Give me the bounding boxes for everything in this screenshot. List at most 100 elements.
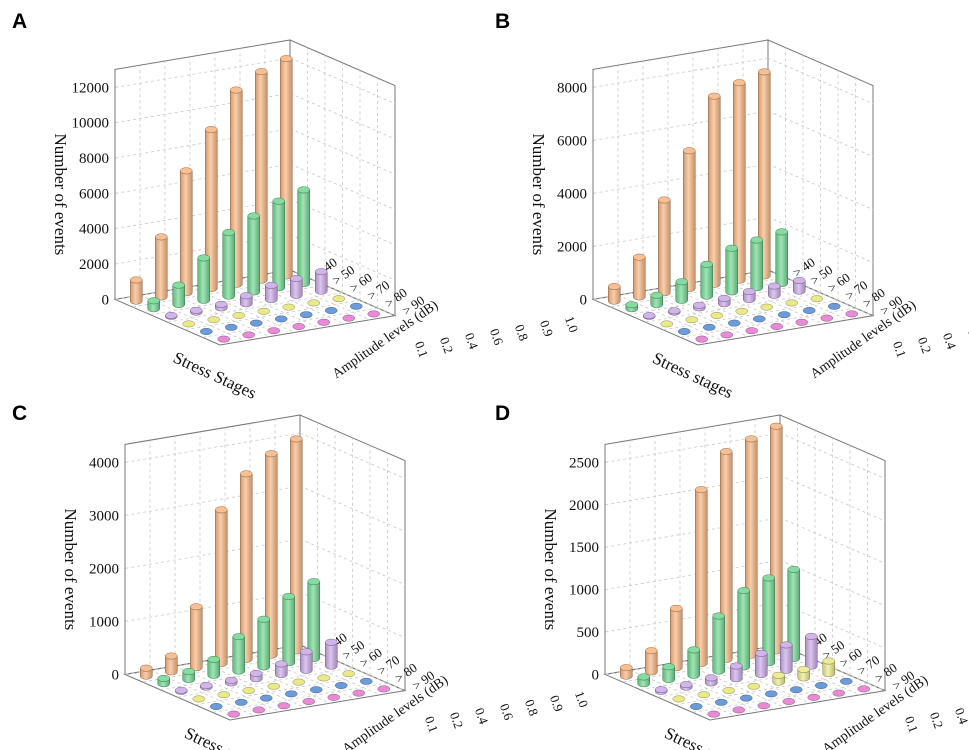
bar-cap [745,327,758,335]
bar-cap [707,710,720,718]
bar-cap [645,647,658,655]
z-axis-title: Number of events [529,133,548,255]
bar-cap [832,689,845,697]
bar-c-80-01 [210,703,223,710]
bar-b-60-10 [793,277,806,295]
bar-b-50-06 [700,260,713,300]
z-tick-label: 1000 [569,583,599,599]
bar-c-80-06 [285,690,298,698]
bar-cap [252,706,265,714]
bar-a-70-04 [232,312,245,319]
z-axis-title: Number of events [541,508,560,630]
stress-axis-ticks: 1.00.90.80.60.40.20.1 [412,314,582,360]
bar-cap [317,318,330,326]
bar-body [695,489,708,667]
bar-a-70-10 [332,295,345,303]
bar-cap [165,652,178,660]
bar-cap [805,632,818,640]
bar-a-80-08 [300,311,313,319]
bar-cap [197,254,210,262]
bar-cap [747,682,760,690]
bars [608,68,858,343]
bar-b-80-06 [753,315,766,323]
bar-c-40-06 [215,506,228,667]
bar-c-80-09 [335,682,348,689]
bar-cap [737,587,750,595]
bar-c-70-02 [217,691,230,699]
bar-cap [733,79,746,87]
bar-cap [217,335,230,343]
bar-cap [680,681,693,689]
bar-c-40-08 [240,470,253,663]
stress-tick-label: 0.4 [462,331,482,352]
bar-d-40-04 [670,604,683,672]
bar-a-90-02 [242,331,255,339]
bar-cap [743,288,756,295]
bar-a-50-09 [272,197,285,292]
bar-d-60-04 [705,674,718,687]
panel-letter-a: A [12,10,27,33]
bar-cap [130,276,143,284]
bar-a-80-10 [350,302,363,310]
stress-axis-ticks: 1.00.90.80.60.40.20.1 [902,706,969,735]
bar-cap [807,693,820,701]
bar-a-90-01 [217,335,230,343]
stress-axis-ticks: 1.00.90.80.60.40.20.1 [422,689,592,735]
bar-cap [670,604,683,612]
stress-axis-ticks: 1.00.90.80.60.40.20.1 [890,327,969,360]
z-axis-ticks: 0 2000 4000 6000 8000 10000 12000 [72,80,110,308]
grid-line [767,110,874,157]
grid-line [289,163,396,210]
bar-cap [275,660,288,668]
stress-tick-label: 0.4 [952,706,969,727]
bar-c-40-04 [190,603,203,672]
z-tick-label: 4000 [89,455,119,471]
bar-b-50-08 [725,244,738,296]
bar-cap [225,676,238,684]
bar-d-80-04 [740,694,753,702]
bar-c-60-01 [175,686,188,695]
bar-cap [300,311,313,319]
bar-cap [155,233,168,241]
bar-cap [275,315,288,323]
bar-d-90-01 [707,710,720,718]
bar-cap [182,668,195,675]
panel-letter-c: C [12,402,27,425]
bar-cap [200,328,213,335]
bar-cap [795,318,808,326]
bar-cap [190,603,203,611]
bar-cap [205,126,218,133]
bar-b-50-09 [750,236,763,292]
bar-b-80-09 [803,307,816,314]
bar-cap [165,311,178,319]
bar-d-70-06 [747,682,760,690]
z-tick-label: 10000 [72,116,110,132]
bar-c-60-04 [225,676,238,687]
bar-cap [760,303,773,311]
bar-d-50-02 [662,663,675,683]
bar-d-50-04 [687,646,700,679]
bar-d-80-10 [840,677,853,685]
bar-d-70-09 [797,665,810,682]
bar-a-40-01 [130,276,143,305]
bar-b-60-01 [643,312,656,320]
bar-cap [297,186,310,194]
bar-a-50-08 [247,212,260,296]
z-tick-label: 0 [592,667,600,683]
bar-cap [722,687,735,694]
bar-cap [810,295,823,303]
bar-cap [718,294,731,302]
bar-cap [277,702,290,710]
bar-c-50-09 [282,593,295,667]
bar-c-90-04 [277,702,290,710]
bar-body [687,649,700,679]
bar-b-90-08 [795,318,808,326]
bar-body [708,96,721,288]
bar-cap [280,55,293,63]
z-axis-ticks: 0 1000 2000 3000 4000 [89,455,119,683]
grid-line [767,216,874,263]
bar-cap [755,649,768,657]
bar-cap [300,648,313,656]
z-tick-label: 2000 [79,257,109,273]
bar-a-70-09 [307,299,320,307]
